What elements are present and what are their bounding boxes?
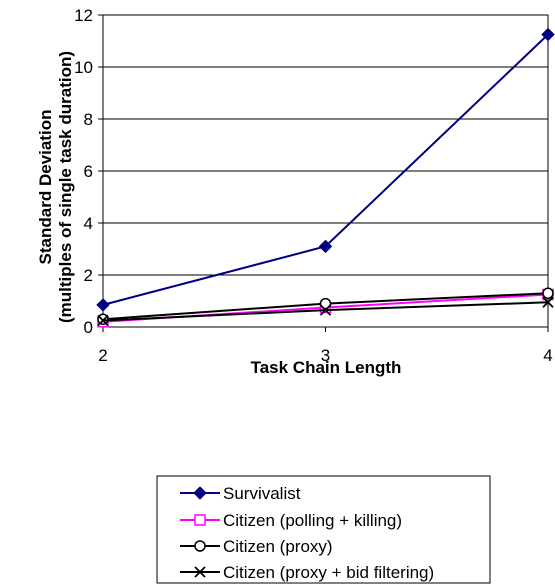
series-line: [102, 33, 549, 306]
y-tick-label: 12: [74, 6, 93, 25]
data-point: [542, 296, 554, 308]
grid-lines: [103, 66, 548, 276]
legend: Survivalist Citizen (polling + killing) Ci…: [156, 475, 491, 584]
y-axis-title-line2: (multiples of single task duration): [56, 51, 75, 323]
series-citizen-proxy-bid-filtering: [97, 296, 554, 327]
series-group: [96, 27, 555, 328]
series-survivalist: [96, 27, 555, 312]
y-tick-label: 8: [84, 110, 93, 129]
legend-swatch-marker: [194, 566, 206, 578]
data-point: [319, 297, 332, 310]
legend-swatch-marker: [194, 514, 206, 526]
data-point: [542, 287, 554, 299]
y-axis-title-line1: Standard Deviation: [36, 110, 55, 265]
legend-swatch-marker: [193, 486, 207, 500]
y-tick-label: 10: [74, 58, 93, 77]
series-citizen-proxy: [97, 287, 554, 325]
x-tick-label: 2: [98, 346, 107, 365]
legend-label: Citizen (proxy + bid filtering): [223, 563, 434, 582]
data-point: [97, 313, 109, 325]
data-point: [318, 239, 333, 254]
data-point: [97, 314, 109, 327]
legend-label: Citizen (proxy): [223, 537, 333, 556]
data-point: [319, 304, 332, 316]
x-tick-label: 4: [543, 346, 552, 365]
y-tick-label: 4: [84, 214, 93, 233]
y-axis-ticks: 0 2 4 6 8 10 12: [74, 6, 103, 337]
data-point: [541, 27, 555, 42]
legend-swatch-marker: [194, 540, 206, 552]
x-tick-label: 3: [321, 346, 330, 365]
legend-label: Citizen (polling + killing): [223, 511, 402, 530]
data-point: [96, 298, 110, 312]
legend-label: Survivalist: [223, 484, 301, 503]
y-tick-label: 2: [84, 266, 93, 285]
y-tick-label: 0: [84, 318, 93, 337]
y-tick-label: 6: [84, 162, 93, 181]
x-axis-ticks: 2 3 4: [98, 327, 553, 365]
x-axis-title: Task Chain Length: [251, 358, 402, 377]
